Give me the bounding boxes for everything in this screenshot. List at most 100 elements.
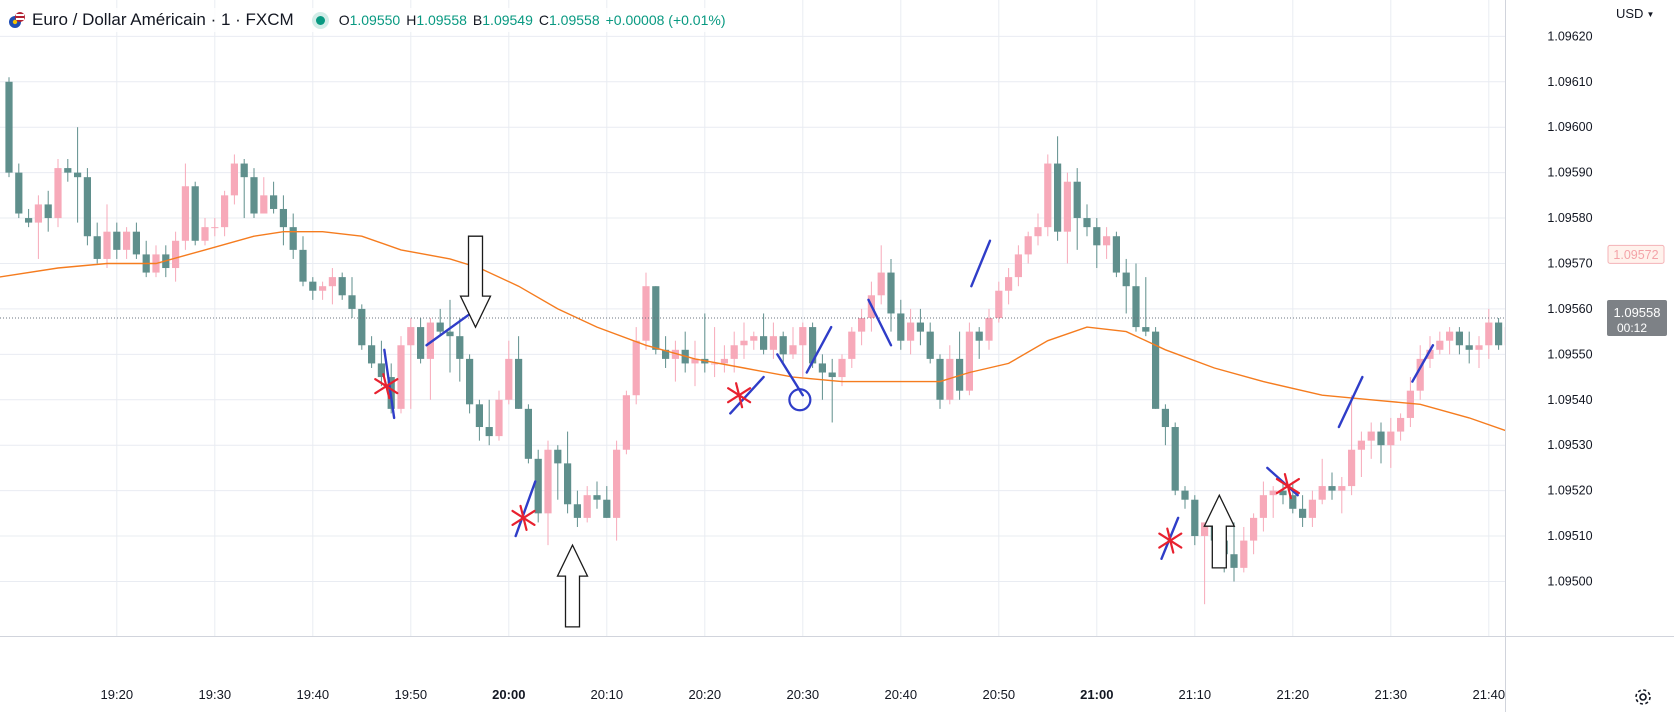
candle-body bbox=[211, 227, 219, 229]
candle-body bbox=[279, 208, 287, 228]
time-tick-label: 19:40 bbox=[297, 687, 330, 702]
candle-body bbox=[750, 336, 758, 341]
candle-body bbox=[995, 290, 1003, 318]
candle-body bbox=[407, 327, 415, 346]
candle bbox=[828, 358, 836, 423]
candle-body bbox=[838, 358, 846, 378]
high-value: 1.09558 bbox=[416, 12, 467, 28]
candle-body bbox=[1230, 554, 1238, 568]
candle-body bbox=[397, 345, 405, 409]
candle-body bbox=[975, 331, 983, 341]
candle bbox=[1161, 404, 1169, 446]
candle bbox=[338, 272, 346, 300]
cross-annotation bbox=[511, 504, 536, 531]
symbol-title[interactable]: Euro / Dollar Américain · 1 · FXCM bbox=[32, 10, 294, 29]
candle bbox=[1259, 481, 1267, 532]
candle bbox=[15, 163, 23, 219]
candle-body bbox=[524, 408, 532, 459]
candle-body bbox=[260, 195, 268, 214]
time-tick-label: 20:10 bbox=[591, 687, 624, 702]
candle bbox=[858, 308, 866, 346]
candle bbox=[64, 159, 72, 182]
candle bbox=[1416, 345, 1424, 400]
price-tick-label: 1.09620 bbox=[1547, 29, 1592, 43]
candle bbox=[1367, 422, 1375, 459]
candle-body bbox=[985, 318, 993, 341]
candle bbox=[1377, 422, 1385, 464]
candle bbox=[1112, 231, 1120, 278]
high-label: H bbox=[406, 12, 417, 28]
candle-body bbox=[221, 195, 229, 228]
candle bbox=[671, 340, 679, 382]
cross-annotation bbox=[726, 382, 752, 409]
candle-body bbox=[1005, 277, 1013, 291]
time-tick-label: 21:10 bbox=[1179, 687, 1212, 702]
candle-body bbox=[475, 404, 483, 428]
candle bbox=[720, 345, 728, 373]
candle-body bbox=[907, 322, 915, 341]
candle bbox=[613, 440, 621, 541]
candle bbox=[83, 168, 91, 246]
candle-body bbox=[1475, 345, 1483, 350]
candle-body bbox=[270, 195, 278, 209]
change-value: +0.00008 (+0.01%) bbox=[605, 12, 726, 28]
time-axis: 19:20 19:30 19:40 19:50 20:00 20:10 20:20 20:30… bbox=[0, 636, 1674, 712]
trend-line-annotation bbox=[425, 312, 472, 347]
candle bbox=[769, 322, 777, 359]
candle bbox=[1328, 472, 1336, 500]
candle-body bbox=[769, 336, 777, 350]
candle-body bbox=[799, 327, 807, 346]
candle-body bbox=[779, 336, 787, 355]
candle-body bbox=[564, 463, 572, 505]
candle-body bbox=[240, 163, 248, 178]
candle bbox=[152, 245, 160, 278]
candle bbox=[485, 399, 493, 446]
candle bbox=[230, 154, 238, 205]
trend-line-annotation bbox=[514, 480, 537, 538]
candle bbox=[622, 390, 630, 455]
candle bbox=[1357, 431, 1365, 477]
candle bbox=[5, 77, 13, 178]
currency-flags-icon bbox=[9, 12, 25, 28]
candle-body bbox=[64, 168, 72, 173]
candle bbox=[750, 331, 758, 350]
candle-body bbox=[711, 363, 719, 365]
candle-body bbox=[1269, 490, 1277, 496]
open-value: 1.09550 bbox=[349, 12, 401, 28]
candle-body bbox=[1338, 486, 1346, 491]
cross-stroke bbox=[734, 382, 744, 409]
candle bbox=[221, 190, 229, 237]
gear-icon[interactable] bbox=[1633, 687, 1653, 707]
candle bbox=[191, 181, 199, 246]
candle bbox=[779, 331, 787, 364]
candle-body bbox=[1103, 236, 1111, 246]
candle-body bbox=[230, 163, 238, 196]
candle-body bbox=[172, 240, 180, 269]
candle-body bbox=[1014, 254, 1022, 278]
price-tick-label: 1.09560 bbox=[1547, 302, 1592, 316]
candle bbox=[1446, 327, 1454, 355]
candle bbox=[475, 399, 483, 441]
close-value: 1.09558 bbox=[549, 12, 600, 28]
candle bbox=[946, 345, 954, 405]
candle-body bbox=[848, 331, 856, 359]
candle-body bbox=[946, 358, 954, 400]
candle bbox=[956, 331, 964, 400]
candle-body bbox=[328, 277, 336, 287]
price-tick-label: 1.09590 bbox=[1547, 166, 1592, 180]
time-tick-label: 20:30 bbox=[787, 687, 820, 702]
currency-selector[interactable]: USD ▼ bbox=[1616, 6, 1654, 21]
candle-body bbox=[1161, 408, 1169, 428]
trend-line-annotation bbox=[1337, 375, 1364, 429]
ma-price-tag bbox=[1607, 244, 1665, 264]
candle bbox=[564, 431, 572, 514]
chevron-down-icon: ▼ bbox=[1646, 10, 1655, 20]
candle bbox=[1034, 213, 1042, 246]
candle-body bbox=[446, 331, 454, 337]
candle bbox=[1495, 318, 1503, 350]
candle bbox=[701, 313, 709, 373]
candle bbox=[123, 227, 131, 259]
candle-body bbox=[1279, 490, 1287, 496]
